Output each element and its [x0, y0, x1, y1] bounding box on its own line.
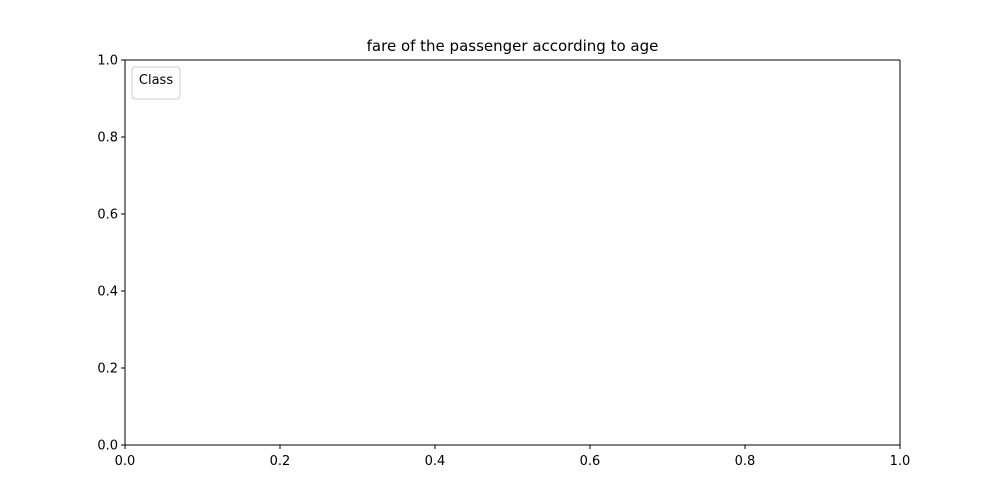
chart-title: fare of the passenger according to age	[367, 37, 659, 55]
y-axis-ticks: 0.0 0.2 0.4 0.6 0.8 1.0	[97, 54, 125, 454]
y-tick-label: 1.0	[97, 54, 118, 69]
y-tick-label: 0.0	[97, 439, 118, 454]
y-tick-label: 0.2	[97, 362, 118, 377]
legend-title: Class	[139, 73, 173, 88]
y-tick-label: 0.6	[97, 208, 118, 223]
x-tick-label: 0.8	[735, 454, 756, 469]
x-tick-label: 0.4	[425, 454, 446, 469]
legend-frame	[131, 66, 181, 100]
y-tick-label: 0.8	[97, 131, 118, 146]
legend: Class	[131, 66, 181, 100]
x-tick-label: 0.2	[270, 454, 291, 469]
x-tick-label: 0.6	[580, 454, 601, 469]
plot-area	[125, 60, 900, 445]
x-tick-label: 1.0	[890, 454, 911, 469]
x-tick-label: 0.0	[115, 454, 136, 469]
y-tick-label: 0.4	[97, 285, 118, 300]
x-axis-ticks: 0.0 0.2 0.4 0.6 0.8 1.0	[115, 445, 911, 469]
